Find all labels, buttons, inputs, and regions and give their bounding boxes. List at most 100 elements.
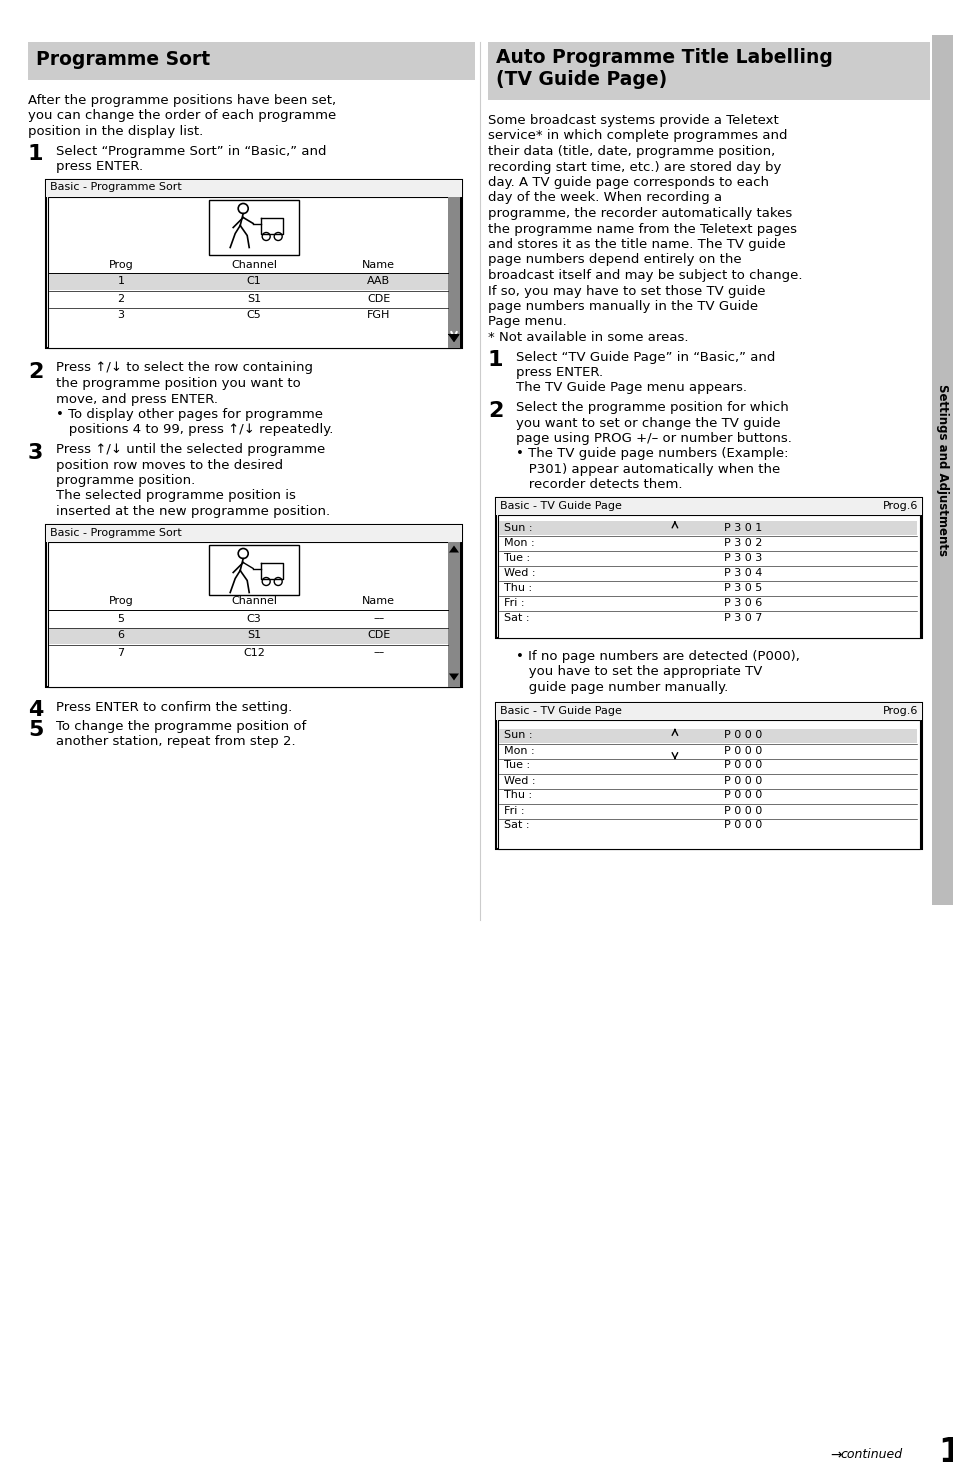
Bar <box>48 197 459 347</box>
Text: P 3 0 4: P 3 0 4 <box>723 568 761 578</box>
Bar <box>46 179 461 347</box>
Text: page numbers depend entirely on the: page numbers depend entirely on the <box>488 254 740 267</box>
Text: the programme position you want to: the programme position you want to <box>56 377 300 390</box>
Text: positions 4 to 99, press ↑/↓ repeatedly.: positions 4 to 99, press ↑/↓ repeatedly. <box>56 424 333 436</box>
Text: P 0 0 0: P 0 0 0 <box>723 805 761 816</box>
Text: programme position.: programme position. <box>56 475 195 486</box>
Text: 2: 2 <box>488 400 503 421</box>
Text: the programme name from the Teletext pages: the programme name from the Teletext pag… <box>488 222 796 236</box>
Text: Fri :: Fri : <box>503 598 524 608</box>
Text: The selected programme position is: The selected programme position is <box>56 489 295 503</box>
Text: * Not available in some areas.: * Not available in some areas. <box>488 331 688 344</box>
Text: Thu :: Thu : <box>503 790 532 801</box>
Text: Select the programme position for which: Select the programme position for which <box>516 400 788 414</box>
Text: Wed :: Wed : <box>503 568 535 578</box>
Text: 2: 2 <box>28 362 43 381</box>
Text: Channel: Channel <box>231 596 276 607</box>
Text: 5: 5 <box>28 721 43 740</box>
Text: 133: 133 <box>937 1436 953 1470</box>
Text: Sat :: Sat : <box>503 612 529 623</box>
Text: The TV Guide Page menu appears.: The TV Guide Page menu appears. <box>516 381 746 394</box>
Text: inserted at the new programme position.: inserted at the new programme position. <box>56 506 330 518</box>
Text: 3: 3 <box>117 310 124 320</box>
Text: P 0 0 0: P 0 0 0 <box>723 746 761 755</box>
Text: you can change the order of each programme: you can change the order of each program… <box>28 110 335 123</box>
Bar <box>498 521 916 535</box>
Text: P 0 0 0: P 0 0 0 <box>723 776 761 786</box>
Text: Prog: Prog <box>109 260 133 270</box>
Bar <box>498 728 916 743</box>
Text: P 0 0 0: P 0 0 0 <box>723 820 761 830</box>
Text: recorder detects them.: recorder detects them. <box>516 479 681 491</box>
Text: press ENTER.: press ENTER. <box>56 160 143 174</box>
Text: →: → <box>829 1447 841 1462</box>
Text: Name: Name <box>362 260 395 270</box>
Text: Sat :: Sat : <box>503 820 529 830</box>
Text: • The TV guide page numbers (Example:: • The TV guide page numbers (Example: <box>516 448 788 461</box>
Text: Auto Programme Title Labelling: Auto Programme Title Labelling <box>496 47 832 67</box>
Text: page using PROG +/– or number buttons.: page using PROG +/– or number buttons. <box>516 432 791 445</box>
Bar <box>488 42 929 99</box>
Text: C3: C3 <box>247 614 261 623</box>
Text: Programme Sort: Programme Sort <box>36 50 210 70</box>
Text: you have to set the appropriate TV: you have to set the appropriate TV <box>516 666 761 679</box>
Text: position row moves to the desired: position row moves to the desired <box>56 458 283 472</box>
Text: Mon :: Mon : <box>503 746 534 755</box>
Text: press ENTER.: press ENTER. <box>516 366 602 380</box>
Text: 3: 3 <box>28 443 43 463</box>
Text: Basic - Programme Sort: Basic - Programme Sort <box>50 528 182 537</box>
Text: CDE: CDE <box>367 294 390 304</box>
Text: (TV Guide Page): (TV Guide Page) <box>496 70 666 89</box>
Text: Settings and Adjustments: Settings and Adjustments <box>936 384 948 556</box>
Text: Some broadcast systems provide a Teletext: Some broadcast systems provide a Teletex… <box>488 114 778 128</box>
Text: P 0 0 0: P 0 0 0 <box>723 761 761 771</box>
Text: Select “TV Guide Page” in “Basic,” and: Select “TV Guide Page” in “Basic,” and <box>516 350 775 363</box>
Text: Tue :: Tue : <box>503 761 530 771</box>
Polygon shape <box>449 673 458 681</box>
Text: P 0 0 0: P 0 0 0 <box>723 731 761 740</box>
Polygon shape <box>449 546 458 553</box>
Text: 1: 1 <box>28 144 44 165</box>
Text: C5: C5 <box>247 310 261 320</box>
Text: another station, repeat from step 2.: another station, repeat from step 2. <box>56 736 295 749</box>
Bar <box>48 541 459 687</box>
Text: position in the display list.: position in the display list. <box>28 125 203 138</box>
Text: Tue :: Tue : <box>503 553 530 564</box>
Bar <box>46 525 461 541</box>
Text: AAB: AAB <box>367 276 390 286</box>
Text: S1: S1 <box>247 294 261 304</box>
Bar <box>496 498 921 515</box>
Text: Prog.6: Prog.6 <box>882 501 917 512</box>
Bar <box>209 200 298 255</box>
Text: Prog.6: Prog.6 <box>882 706 917 715</box>
Text: CDE: CDE <box>367 630 390 641</box>
Text: Mon :: Mon : <box>503 538 534 549</box>
Text: continued: continued <box>840 1447 902 1461</box>
Text: To change the programme position of: To change the programme position of <box>56 721 306 733</box>
Text: ––: –– <box>373 614 384 623</box>
Text: 1: 1 <box>488 350 503 371</box>
Text: recording start time, etc.) are stored day by: recording start time, etc.) are stored d… <box>488 160 781 174</box>
Text: page numbers manually in the TV Guide: page numbers manually in the TV Guide <box>488 300 758 313</box>
Text: If so, you may have to set those TV guide: If so, you may have to set those TV guid… <box>488 285 764 298</box>
Bar <box>448 541 459 687</box>
Text: Wed :: Wed : <box>503 776 535 786</box>
Text: Thu :: Thu : <box>503 583 532 593</box>
Text: Basic - Programme Sort: Basic - Programme Sort <box>50 182 182 193</box>
Text: FGH: FGH <box>367 310 390 320</box>
Text: Press ↑/↓ until the selected programme: Press ↑/↓ until the selected programme <box>56 443 325 455</box>
Text: S1: S1 <box>247 630 261 641</box>
Text: 4: 4 <box>28 700 43 721</box>
Bar <box>46 179 461 197</box>
Text: move, and press ENTER.: move, and press ENTER. <box>56 393 218 405</box>
Text: • If no page numbers are detected (P000),: • If no page numbers are detected (P000)… <box>516 650 799 663</box>
Text: 1: 1 <box>117 276 124 286</box>
Text: day of the week. When recording a: day of the week. When recording a <box>488 191 721 205</box>
Text: P 3 0 7: P 3 0 7 <box>723 612 761 623</box>
Text: 5: 5 <box>117 614 124 623</box>
Text: C12: C12 <box>243 648 265 657</box>
Text: P 3 0 1: P 3 0 1 <box>723 523 761 532</box>
Bar <box>448 197 459 347</box>
Polygon shape <box>449 335 458 341</box>
Bar <box>209 544 298 595</box>
